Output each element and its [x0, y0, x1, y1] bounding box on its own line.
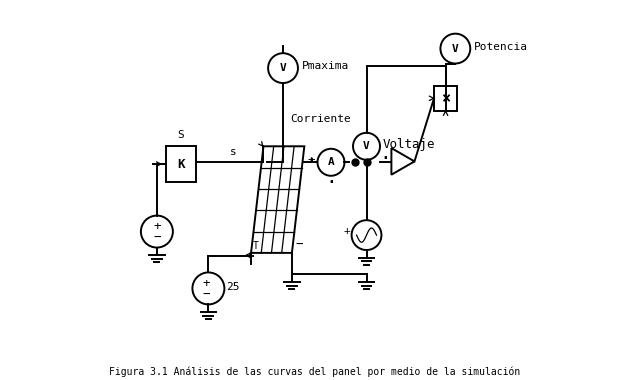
Text: ·: · [325, 173, 337, 192]
Text: A: A [328, 157, 335, 167]
Text: ·: · [379, 149, 391, 168]
Text: +: + [308, 154, 316, 167]
Text: +: + [203, 277, 210, 290]
Text: 25: 25 [226, 282, 239, 291]
Text: ×: × [441, 91, 450, 106]
Text: −: − [153, 231, 161, 244]
Text: s: s [230, 147, 237, 157]
Text: K: K [177, 158, 185, 171]
Bar [434, 86, 457, 111]
Text: ·: · [306, 151, 318, 170]
Text: Figura 3.1 Análisis de las curvas del panel por medio de la simulación: Figura 3.1 Análisis de las curvas del pa… [110, 367, 520, 377]
Text: S: S [178, 130, 184, 140]
Text: V: V [280, 63, 287, 73]
Text: +: + [343, 226, 350, 236]
Text: V: V [363, 141, 370, 151]
Text: T: T [253, 241, 259, 251]
Text: Corriente: Corriente [290, 114, 352, 124]
Bar [166, 146, 196, 182]
Text: Pmaxima: Pmaxima [302, 61, 349, 71]
Text: −: − [295, 238, 303, 250]
Text: Potencia: Potencia [474, 42, 528, 52]
Text: +: + [153, 220, 161, 233]
Text: Voltaje: Voltaje [383, 138, 435, 151]
Text: −: − [203, 288, 210, 301]
Text: V: V [452, 44, 459, 54]
